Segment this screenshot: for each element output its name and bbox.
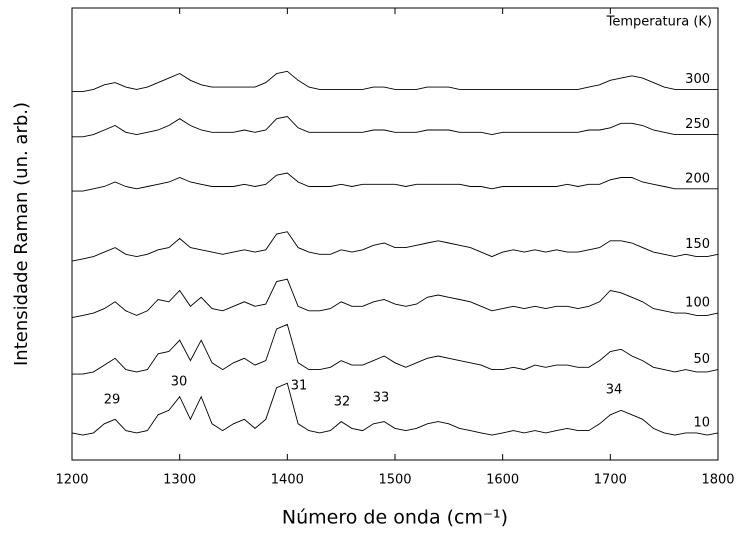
spectrum-line [72, 172, 718, 192]
legend-title: Temperatura (K) [606, 15, 712, 30]
x-tick-label: 1700 [594, 473, 627, 488]
x-tick-label: 1600 [486, 473, 519, 488]
spectrum-line [72, 116, 718, 138]
spectrum-line [71, 382, 719, 436]
series-label: 250 [685, 117, 710, 132]
series-label: 50 [693, 352, 710, 367]
series-label: 300 [685, 72, 710, 87]
series-label: 150 [685, 237, 710, 252]
series-label: 200 [685, 171, 710, 186]
peak-label: 30 [171, 375, 188, 390]
peak-label: 29 [104, 393, 121, 408]
spectrum-line [71, 231, 719, 262]
peak-label: 34 [606, 383, 623, 398]
x-tick-label: 1800 [701, 473, 734, 488]
x-tick-label: 1500 [378, 473, 411, 488]
x-tick-label: 1300 [163, 473, 196, 488]
peak-label: 32 [334, 395, 351, 410]
series-label: 100 [685, 296, 710, 311]
x-tick-label: 1400 [271, 473, 304, 488]
spectrum-line [72, 323, 719, 375]
series-label: 10 [693, 415, 710, 430]
peak-label: 33 [373, 391, 390, 406]
y-axis-label: Intensidade Raman (un. arb.) [11, 102, 32, 366]
x-tick-label: 1200 [55, 473, 88, 488]
peak-label: 31 [291, 379, 308, 394]
spectrum-line [71, 278, 719, 319]
x-axis-label: Número de onda (cm⁻¹) [282, 507, 508, 529]
spectrum-line [72, 70, 718, 93]
